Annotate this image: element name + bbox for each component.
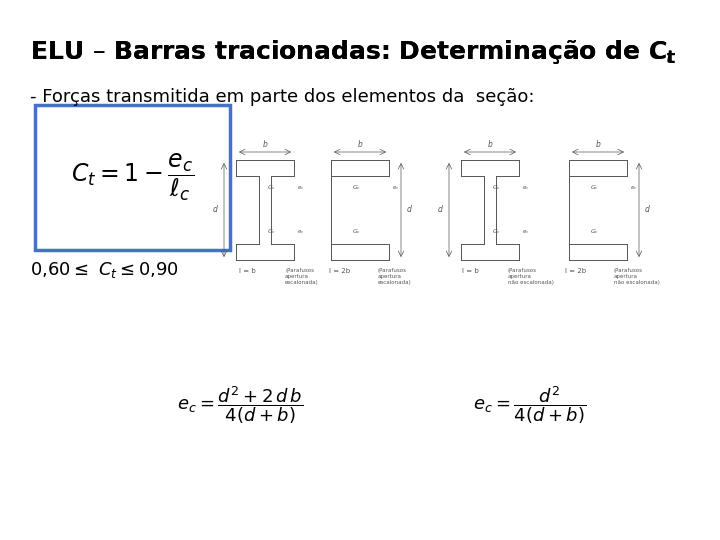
Text: $G_c$: $G_c$ xyxy=(352,227,361,237)
Text: b: b xyxy=(263,140,267,149)
Text: $e_c = \dfrac{d^2}{4(d+b)}$: $e_c = \dfrac{d^2}{4(d+b)}$ xyxy=(474,384,587,426)
Text: l = 2b: l = 2b xyxy=(565,268,587,274)
Text: $G_c$: $G_c$ xyxy=(590,184,599,192)
Text: $e_c$: $e_c$ xyxy=(630,184,637,192)
Text: b: b xyxy=(358,140,362,149)
Text: (Parafusos
apertura
não escalonada): (Parafusos apertura não escalonada) xyxy=(614,268,660,285)
Text: $G_c$: $G_c$ xyxy=(352,184,361,192)
Text: $e_c$: $e_c$ xyxy=(522,228,529,236)
Text: b: b xyxy=(595,140,600,149)
Text: (Parafusos
apertura
escalonada): (Parafusos apertura escalonada) xyxy=(285,268,319,285)
Text: $e_c$: $e_c$ xyxy=(297,228,305,236)
Text: ELU – Barras tracionadas: Determinação de $C_t$: ELU – Barras tracionadas: Determinação d… xyxy=(30,38,675,66)
Text: $0{,}60 \leq \ C_t \leq 0{,}90$: $0{,}60 \leq \ C_t \leq 0{,}90$ xyxy=(30,260,179,280)
Text: d: d xyxy=(407,206,412,214)
Text: l = b: l = b xyxy=(462,268,478,274)
Text: l = b: l = b xyxy=(238,268,256,274)
Text: $e_c$: $e_c$ xyxy=(392,184,400,192)
Text: $e_c = \dfrac{d^2 + 2\,d\,b}{4(d+b)}$: $e_c = \dfrac{d^2 + 2\,d\,b}{4(d+b)}$ xyxy=(177,384,303,426)
Text: (Parafusos
apertura
escalonada): (Parafusos apertura escalonada) xyxy=(378,268,412,285)
Text: $C_t = 1 - \dfrac{e_c}{\ell_c}$: $C_t = 1 - \dfrac{e_c}{\ell_c}$ xyxy=(71,152,194,204)
Text: (Parafusos
apertura
não escalonada): (Parafusos apertura não escalonada) xyxy=(508,268,554,285)
Text: d: d xyxy=(213,206,218,214)
Text: ELU – Barras tracionadas: Determinação de $\mathbf{C_t}$: ELU – Barras tracionadas: Determinação d… xyxy=(30,38,677,66)
Text: - Forças transmitida em parte dos elementos da  seção:: - Forças transmitida em parte dos elemen… xyxy=(30,88,534,106)
Text: $G_c$: $G_c$ xyxy=(492,227,501,237)
Text: $G_c$: $G_c$ xyxy=(590,227,599,237)
Text: d: d xyxy=(645,206,650,214)
Text: l = 2b: l = 2b xyxy=(330,268,351,274)
Text: $G_c$: $G_c$ xyxy=(492,184,501,192)
FancyBboxPatch shape xyxy=(35,105,230,250)
Text: $G_c$: $G_c$ xyxy=(267,184,276,192)
Text: b: b xyxy=(487,140,492,149)
Text: d: d xyxy=(438,206,443,214)
Text: $e_c$: $e_c$ xyxy=(297,184,305,192)
Text: $G_c$: $G_c$ xyxy=(267,227,276,237)
Text: $e_c$: $e_c$ xyxy=(522,184,529,192)
